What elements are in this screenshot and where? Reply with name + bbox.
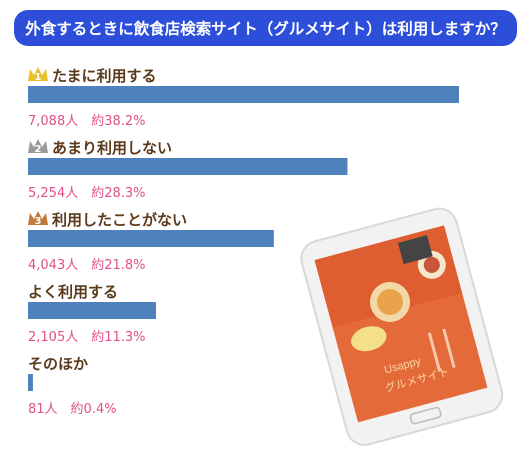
value-label: 81人 約0.4% xyxy=(28,402,117,417)
value-label: 2,105人 約11.3% xyxy=(28,330,146,345)
bar xyxy=(28,230,274,247)
category-label: そのほか xyxy=(28,355,88,373)
rank-number: 1 xyxy=(35,72,42,83)
bar xyxy=(28,302,156,319)
rank-crown-icon: 2 xyxy=(28,139,48,155)
value-label: 4,043人 約21.8% xyxy=(28,258,146,273)
crown-shape xyxy=(28,139,48,153)
category-label: たまに利用する xyxy=(52,67,157,85)
crown-shape xyxy=(28,67,48,81)
rank-number: 3 xyxy=(35,216,42,227)
category-label: よく利用する xyxy=(28,283,118,301)
rank-number: 2 xyxy=(35,144,42,155)
phone-home-button xyxy=(409,406,442,425)
bar xyxy=(28,374,33,391)
rank-crown-icon: 1 xyxy=(28,67,48,83)
crown-shape xyxy=(28,211,48,225)
value-label: 7,088人 約38.2% xyxy=(28,114,146,129)
bar xyxy=(28,158,348,175)
smartphone-illustration: Usappy グルメサイト xyxy=(300,207,504,446)
value-label: 5,254人 約28.3% xyxy=(28,186,146,201)
category-label: 利用したことがない xyxy=(52,211,187,229)
category-label: あまり利用しない xyxy=(52,139,172,157)
bar xyxy=(28,86,459,103)
chart-title: 外食するときに飲食店検索サイト（グルメサイト）は利用しますか？ xyxy=(14,10,517,46)
rank-crown-icon: 3 xyxy=(28,211,48,227)
